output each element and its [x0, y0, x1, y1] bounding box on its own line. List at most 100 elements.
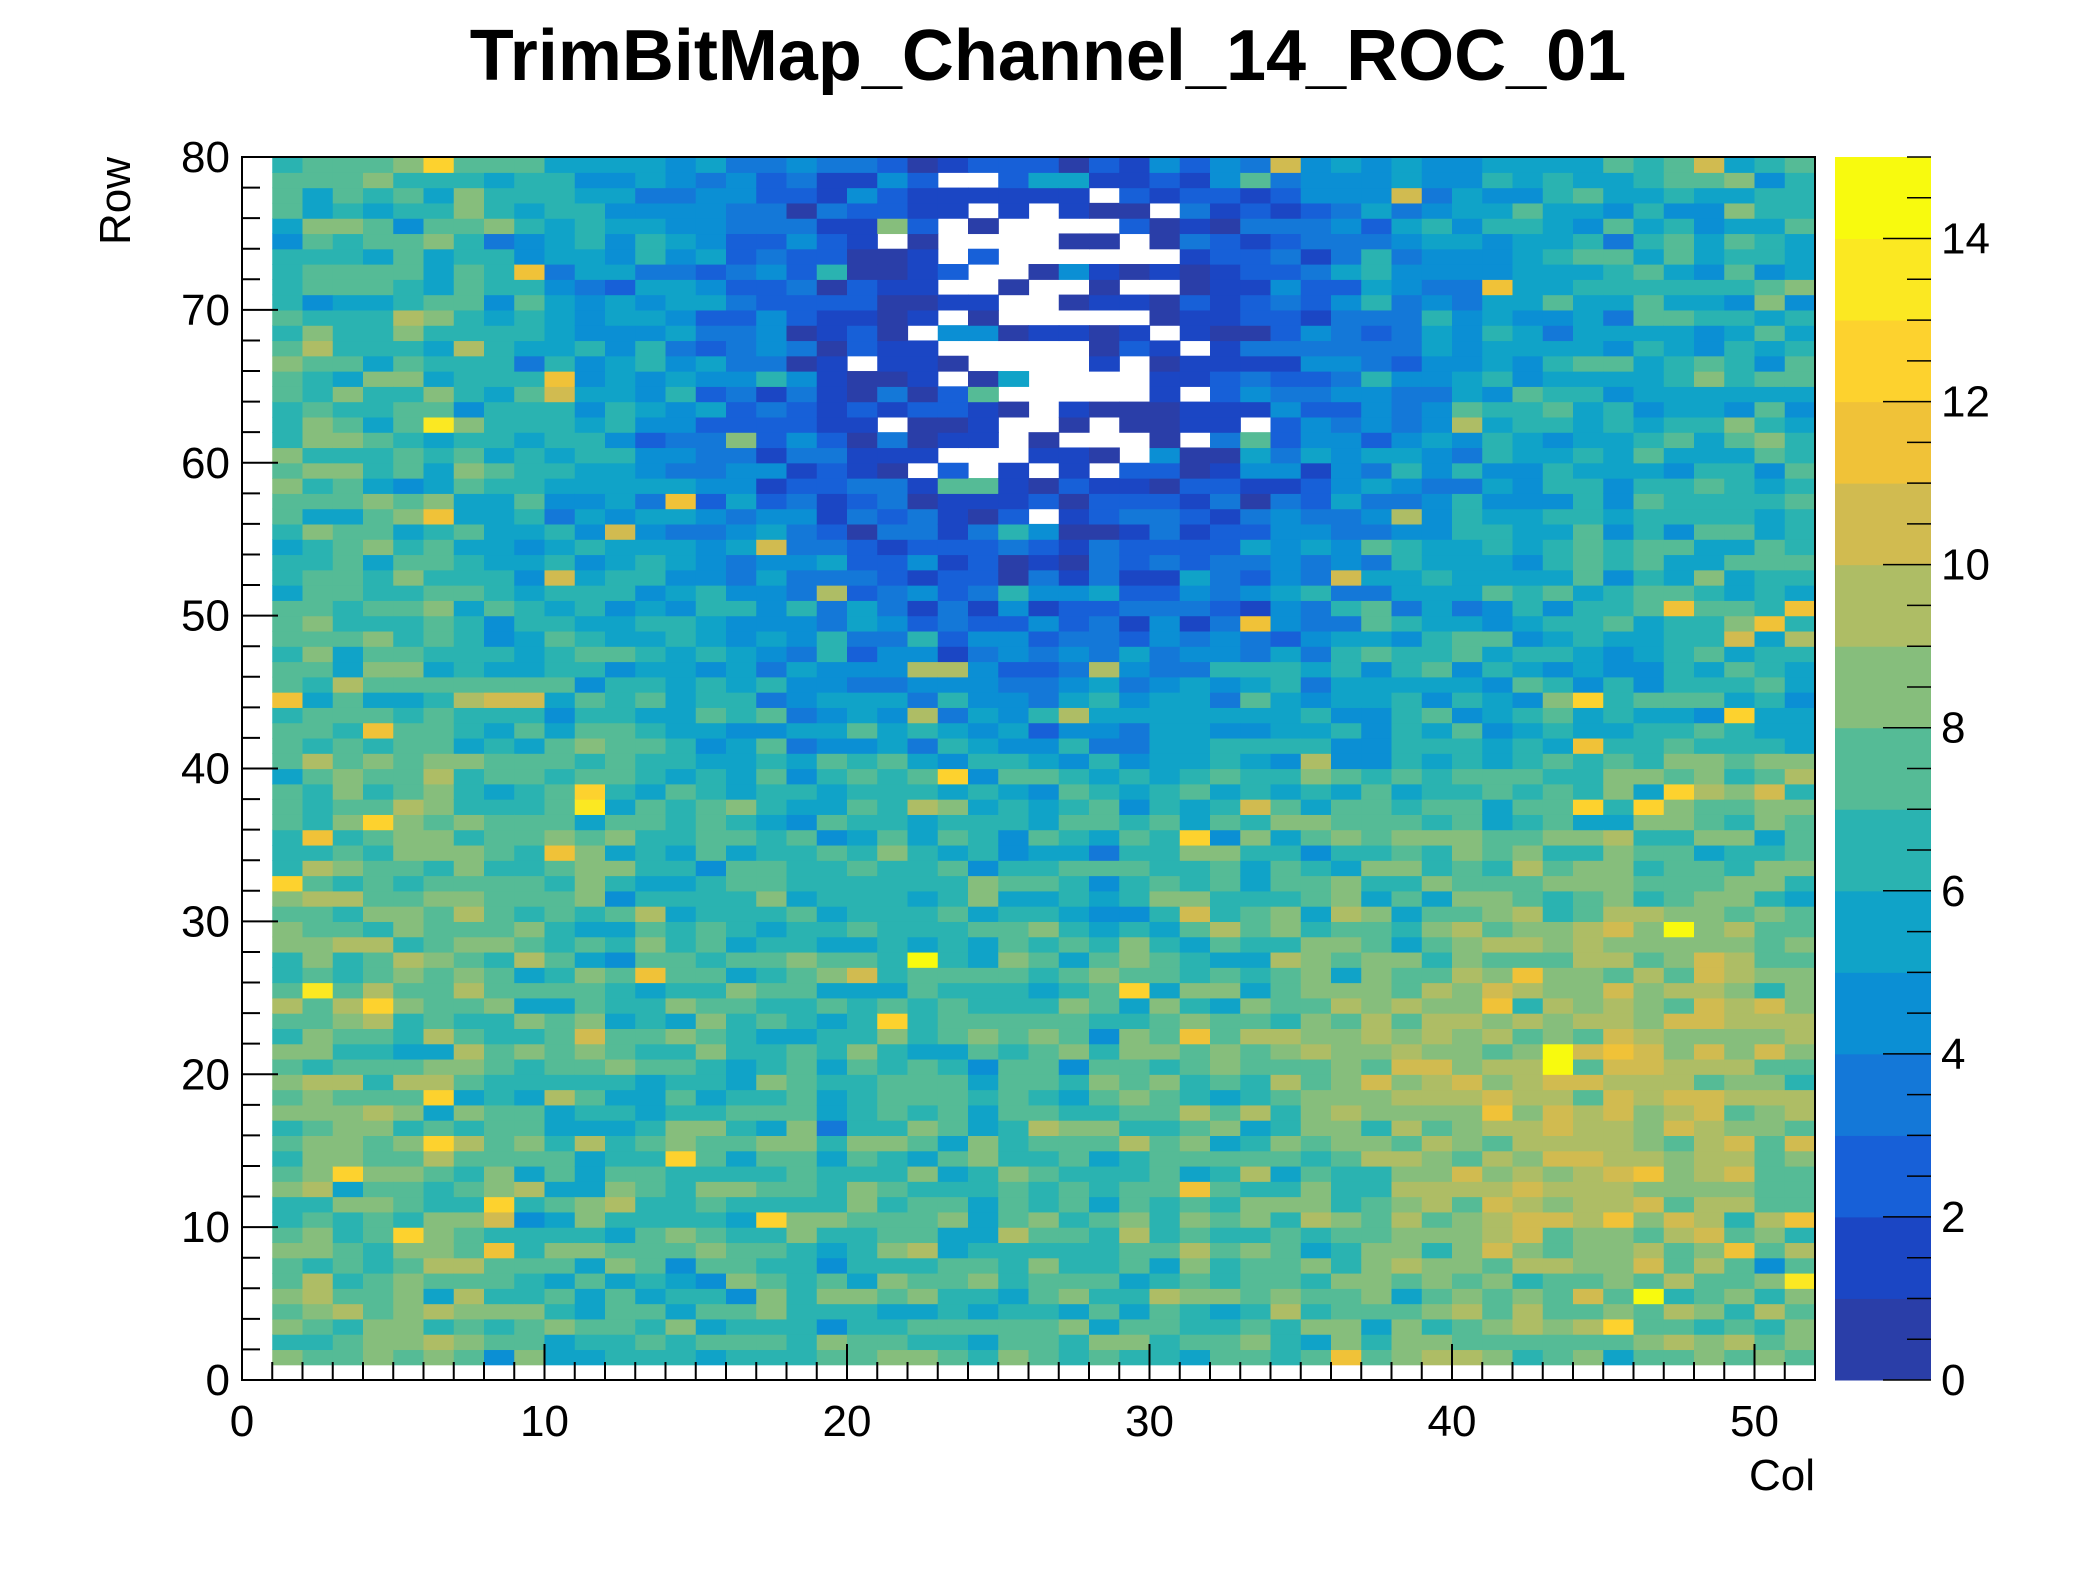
- heatmap-cell: [1603, 1288, 1635, 1305]
- heatmap-cell: [937, 478, 969, 494]
- heatmap-cell: [1694, 1135, 1725, 1152]
- heatmap-cell: [1270, 814, 1302, 831]
- heatmap-cell: [423, 982, 455, 999]
- heatmap-cell: [484, 493, 515, 510]
- heatmap-cell: [1542, 768, 1574, 785]
- heatmap-cell: [1724, 1074, 1756, 1091]
- heatmap-cell: [363, 951, 394, 968]
- heatmap-cell: [332, 1058, 364, 1075]
- heatmap-cell: [1119, 890, 1151, 907]
- heatmap-cell: [968, 661, 999, 678]
- heatmap-cell: [423, 432, 455, 449]
- heatmap-cell: [1179, 416, 1211, 433]
- heatmap-cell: [756, 844, 788, 861]
- heatmap-cell: [1149, 1135, 1181, 1152]
- heatmap-cell: [1240, 493, 1272, 510]
- heatmap-cell: [1724, 539, 1756, 556]
- heatmap-cell: [363, 218, 394, 235]
- heatmap-cell: [1210, 906, 1241, 922]
- heatmap-cell: [1542, 554, 1574, 571]
- heatmap-cell: [786, 630, 818, 647]
- heatmap-cell: [1179, 1257, 1211, 1274]
- heatmap-cell: [1058, 768, 1090, 785]
- heatmap-cell: [1300, 1074, 1332, 1091]
- heatmap-cell: [1603, 1227, 1635, 1244]
- heatmap-cell: [1300, 264, 1332, 280]
- heatmap-cell: [1089, 1135, 1120, 1152]
- heatmap-cell: [695, 539, 727, 556]
- heatmap-cell: [1421, 432, 1453, 449]
- heatmap-cell: [1512, 844, 1544, 861]
- heatmap-cell: [1754, 967, 1786, 984]
- heatmap-cell: [847, 1043, 878, 1060]
- heatmap-cell: [1028, 1227, 1060, 1244]
- heatmap-cell: [1452, 860, 1483, 877]
- heatmap-cell: [1482, 1181, 1514, 1198]
- heatmap-cell: [514, 844, 546, 861]
- heatmap-cell: [1784, 814, 1816, 831]
- heatmap-cell: [1179, 554, 1211, 571]
- heatmap-cell: [393, 1349, 425, 1366]
- heatmap-cell: [514, 875, 546, 892]
- heatmap-cell: [1119, 936, 1151, 953]
- heatmap-cell: [1179, 1135, 1211, 1152]
- heatmap-cell: [1179, 982, 1211, 999]
- heatmap-cell: [756, 478, 788, 494]
- heatmap-cell: [1089, 722, 1120, 739]
- heatmap-cell: [1542, 997, 1574, 1014]
- heatmap-cell: [1542, 478, 1574, 494]
- heatmap-cell: [1482, 1043, 1514, 1060]
- heatmap-cell: [514, 523, 546, 540]
- heatmap-cell: [1512, 1196, 1544, 1213]
- heatmap-cell: [1754, 1349, 1786, 1366]
- heatmap-cell: [1300, 447, 1332, 464]
- heatmap-cell: [544, 997, 576, 1014]
- heatmap-cell: [1300, 906, 1332, 922]
- heatmap-cell: [756, 355, 788, 372]
- heatmap-cell: [847, 416, 878, 433]
- heatmap-cell: [514, 1196, 546, 1213]
- heatmap-cell: [272, 1058, 304, 1075]
- heatmap-cell: [816, 187, 848, 204]
- heatmap-cell: [514, 585, 546, 601]
- heatmap-cell: [1452, 386, 1483, 403]
- heatmap-cell: [1361, 1288, 1393, 1305]
- heatmap-cell: [877, 248, 909, 265]
- heatmap-cell: [1421, 508, 1453, 525]
- heatmap-cell: [1512, 783, 1544, 800]
- heatmap-cell: [574, 1165, 606, 1182]
- heatmap-cell: [1421, 1058, 1453, 1075]
- heatmap-cell: [302, 661, 334, 678]
- heatmap-cell: [635, 967, 667, 984]
- heatmap-cell: [272, 646, 304, 663]
- heatmap-cell: [1784, 1089, 1816, 1106]
- heatmap-cell: [1573, 921, 1604, 938]
- heatmap-cell: [1210, 1089, 1241, 1106]
- heatmap-cell: [695, 523, 727, 540]
- y-axis-label: Row: [91, 157, 140, 245]
- heatmap-cell: [786, 1043, 818, 1060]
- heatmap-cell: [1573, 1334, 1604, 1351]
- heatmap-cell: [363, 737, 394, 754]
- heatmap-cell: [847, 1089, 878, 1106]
- heatmap-cell: [695, 248, 727, 265]
- heatmap-cell: [998, 478, 1030, 494]
- heatmap-cell: [1663, 355, 1695, 372]
- heatmap-cell: [1300, 1257, 1332, 1274]
- heatmap-cell: [877, 890, 909, 907]
- heatmap-cell: [1573, 218, 1604, 235]
- heatmap-cell: [847, 447, 878, 464]
- heatmap-cell: [574, 875, 606, 892]
- heatmap-cell: [1482, 554, 1514, 571]
- heatmap-cell: [1149, 493, 1181, 510]
- heatmap-cell: [968, 1211, 999, 1228]
- heatmap-cell: [816, 1242, 848, 1259]
- heatmap-cell: [1421, 202, 1453, 219]
- heatmap-cell: [635, 1349, 667, 1366]
- heatmap-cell: [363, 676, 394, 693]
- heatmap-cell: [332, 279, 364, 296]
- heatmap-cell: [1149, 1165, 1181, 1182]
- heatmap-cell: [544, 1227, 576, 1244]
- heatmap-cell: [877, 508, 909, 525]
- heatmap-cell: [1300, 829, 1332, 846]
